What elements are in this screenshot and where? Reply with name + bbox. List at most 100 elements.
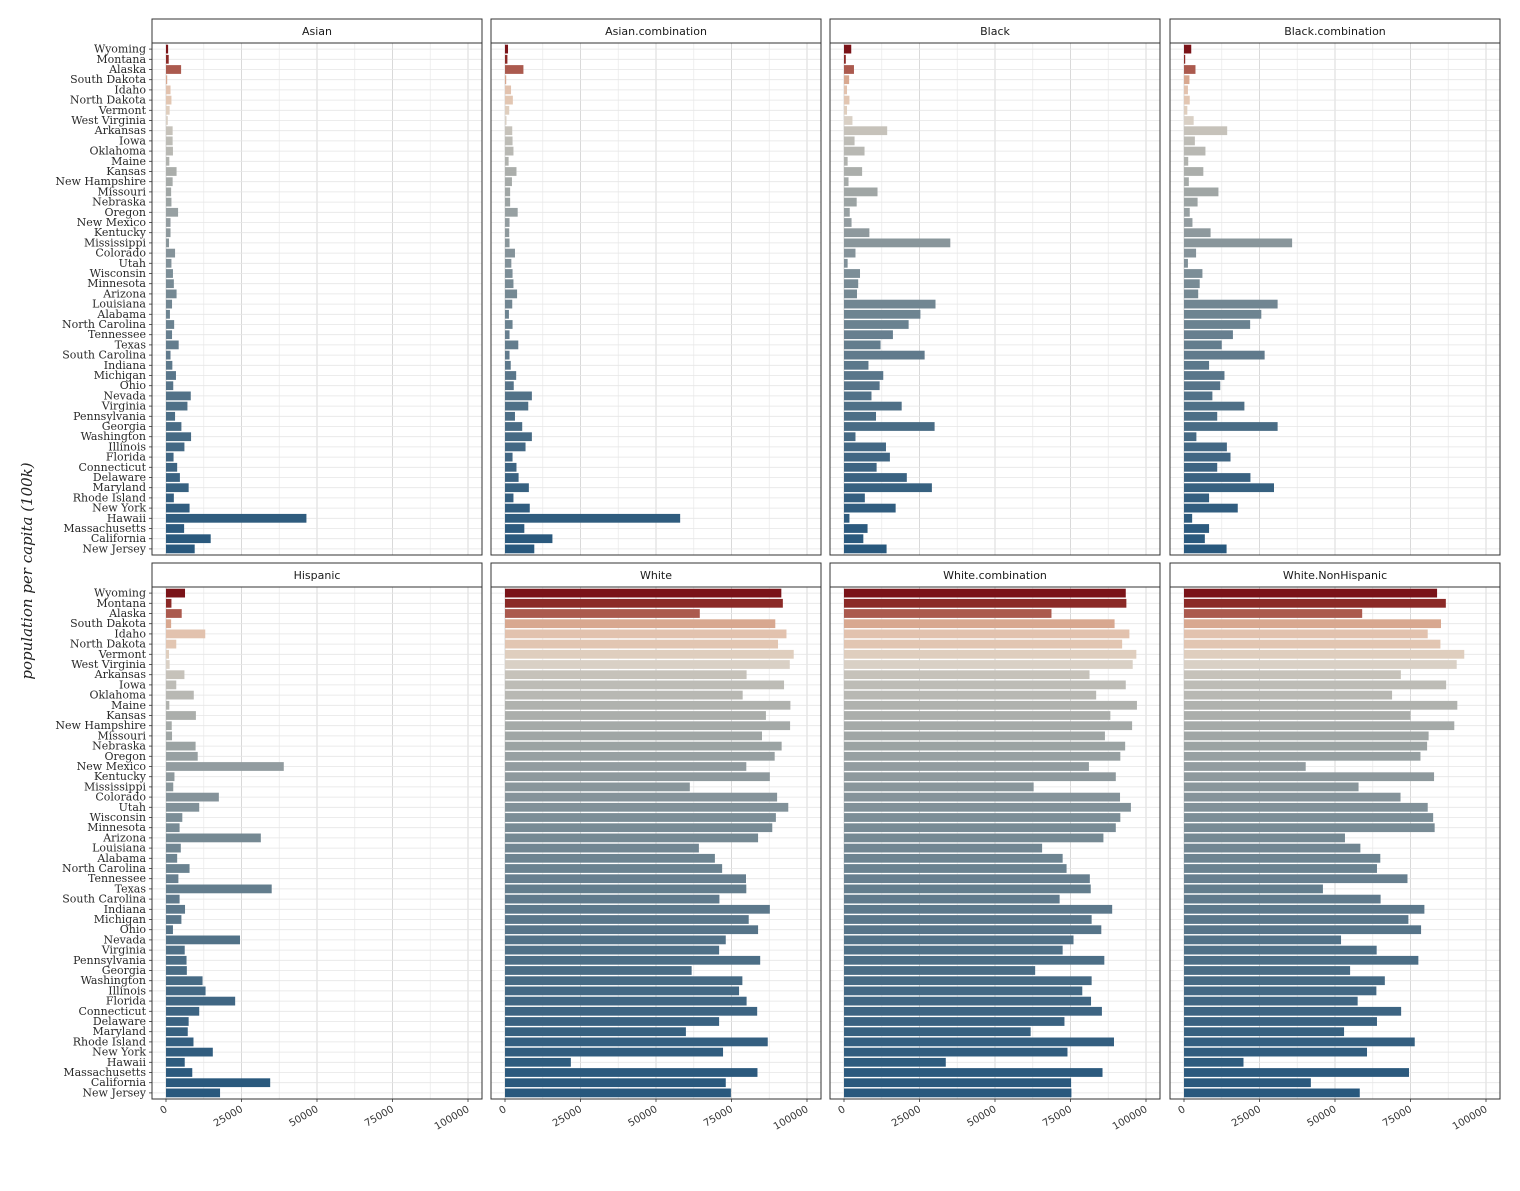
bar-indiana <box>1184 904 1425 914</box>
y-tick-label: Vermont <box>98 648 147 661</box>
bar-mississippi <box>844 782 1034 792</box>
bar-louisiana <box>844 843 1043 853</box>
bar-missouri <box>1184 731 1429 741</box>
bar-texas <box>1184 340 1222 350</box>
y-tick-label: Florida <box>106 995 147 1008</box>
bar-missouri <box>1184 187 1219 197</box>
bar-north-carolina <box>505 864 723 873</box>
bar-west-virginia <box>166 116 168 125</box>
y-tick-label: California <box>91 532 147 545</box>
panel-white: White 0 25000 50000 75000 100000 <box>490 562 822 1133</box>
bar-massachusetts <box>505 1068 758 1077</box>
bar-nevada <box>166 391 191 401</box>
bar-missouri <box>505 187 511 197</box>
bar-texas <box>505 884 747 894</box>
bar-new-york <box>505 503 530 513</box>
y-tick-label: Maryland <box>93 481 147 494</box>
bar-maine <box>166 156 170 166</box>
y-tick-label: Kansas <box>106 165 146 178</box>
bar-new-hampshire <box>1184 177 1189 187</box>
bar-michigan <box>844 371 884 380</box>
facet-title: Hispanic <box>294 569 341 582</box>
bar-texas <box>166 884 272 894</box>
y-tick-label: New York <box>92 1046 146 1059</box>
bar-wyoming <box>844 44 852 54</box>
bar-new-hampshire <box>505 721 791 731</box>
y-tick-label: Pennsylvania <box>73 954 146 967</box>
bar-wyoming <box>505 588 782 598</box>
bar-arkansas <box>1184 126 1228 136</box>
bar-tennessee <box>844 330 893 340</box>
bar-tennessee <box>166 874 179 884</box>
bar-arizona <box>166 289 177 299</box>
bar-indiana <box>844 360 869 370</box>
bar-alabama <box>844 309 921 319</box>
y-tick-label: New Hampshire <box>55 719 146 732</box>
bar-colorado <box>166 792 219 802</box>
bar-kentucky <box>844 772 1116 782</box>
y-tick-label: South Dakota <box>70 617 146 630</box>
y-tick-label: Kentucky <box>94 226 147 239</box>
bar-florida <box>844 452 890 462</box>
bar-minnesota <box>505 279 514 289</box>
bar-pennsylvania <box>505 955 761 965</box>
bar-missouri <box>844 731 1105 741</box>
x-tick-label: 75000 <box>363 1104 396 1129</box>
bar-mississippi <box>505 782 690 792</box>
bar-maryland <box>166 1027 188 1037</box>
bar-west-virginia <box>1184 660 1457 669</box>
bar-new-york <box>166 503 190 513</box>
bar-washington <box>1184 432 1197 442</box>
bar-south-dakota <box>505 619 776 629</box>
bar-indiana <box>1184 360 1210 370</box>
bar-kansas <box>1184 167 1204 176</box>
bar-kansas <box>166 167 177 176</box>
bar-north-dakota <box>166 639 177 649</box>
bar-connecticut <box>166 1006 200 1016</box>
bar-tennessee <box>844 874 1090 884</box>
bar-new-hampshire <box>844 177 849 187</box>
bar-idaho <box>505 629 787 639</box>
x-tick-label: 50000 <box>965 1104 998 1129</box>
bar-alabama <box>1184 853 1381 863</box>
y-axis-label: population per capita (100k) <box>18 462 36 679</box>
bar-michigan <box>166 371 176 380</box>
bar-nebraska <box>505 741 782 751</box>
y-tick-label: Alabama <box>96 308 146 321</box>
bar-mississippi <box>1184 782 1359 792</box>
bar-illinois <box>505 986 740 996</box>
bar-utah <box>844 258 848 268</box>
bar-kansas <box>505 711 766 720</box>
bar-wisconsin <box>844 813 1121 822</box>
bar-texas <box>505 340 519 350</box>
bar-montana <box>166 598 172 608</box>
bar-new-york <box>166 1047 213 1057</box>
bar-wyoming <box>1184 588 1438 598</box>
facet-strip <box>490 562 822 588</box>
bar-new-mexico <box>505 762 747 771</box>
bar-south-dakota <box>166 75 168 85</box>
bar-montana <box>505 54 508 64</box>
y-tick-label: New Jersey <box>82 1086 146 1099</box>
bar-massachusetts <box>844 524 868 533</box>
bar-arizona <box>1184 833 1345 843</box>
bar-florida <box>166 996 236 1006</box>
bar-kansas <box>166 711 196 720</box>
bar-south-carolina <box>844 350 925 360</box>
bar-vermont <box>505 105 510 115</box>
bar-alabama <box>505 853 715 863</box>
bar-utah <box>844 802 1131 812</box>
bar-idaho <box>166 85 171 95</box>
bar-oregon <box>844 207 850 217</box>
bar-new-mexico <box>166 218 171 227</box>
bar-missouri <box>505 731 763 741</box>
y-tick-label: Texas <box>115 338 147 351</box>
bar-california <box>844 534 864 544</box>
bar-new-jersey <box>166 1088 221 1098</box>
bar-wisconsin <box>166 813 183 822</box>
bar-tennessee <box>1184 874 1408 884</box>
bar-hawaii <box>1184 1057 1244 1067</box>
bar-new-jersey <box>166 544 195 554</box>
bar-colorado <box>505 792 778 802</box>
bar-utah <box>1184 258 1188 268</box>
